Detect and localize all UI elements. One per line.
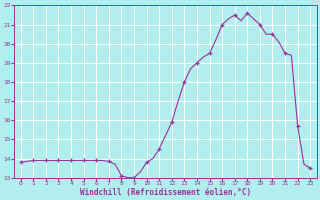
X-axis label: Windchill (Refroidissement éolien,°C): Windchill (Refroidissement éolien,°C) <box>80 188 251 197</box>
